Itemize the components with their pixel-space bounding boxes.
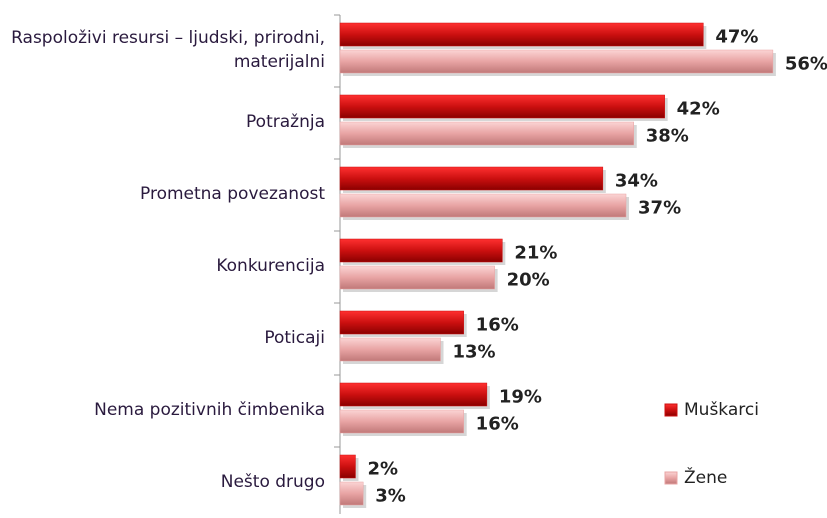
value-label: 37% <box>638 198 681 219</box>
bar <box>339 310 464 335</box>
category-label: Raspoloživi resursi – ljudski, prirodni,… <box>11 28 325 72</box>
bar <box>339 238 503 263</box>
legend-label: Muškarci <box>684 400 759 420</box>
value-label: 56% <box>785 54 827 75</box>
category-label: Nešto drugo <box>221 472 325 492</box>
category-label: Poticaji <box>264 328 325 348</box>
bar <box>339 454 356 479</box>
value-label: 21% <box>514 243 557 264</box>
value-label: 19% <box>499 387 542 408</box>
value-label: 42% <box>677 99 720 120</box>
category-label: Nema pozitivnih čimbenika <box>94 400 325 420</box>
bar <box>339 94 665 119</box>
bar <box>339 121 634 146</box>
bar <box>339 166 604 191</box>
bar <box>339 265 495 290</box>
category-label: Konkurencija <box>216 256 325 276</box>
value-label: 20% <box>507 270 550 291</box>
legend-label: Žene <box>684 466 727 488</box>
category-label: Potražnja <box>246 112 325 132</box>
bar <box>339 193 627 218</box>
bar <box>339 382 488 407</box>
value-label: 16% <box>476 315 519 336</box>
value-label: 34% <box>615 171 658 192</box>
value-label: 16% <box>476 414 519 435</box>
legend-swatch <box>664 403 678 417</box>
bar <box>339 409 464 434</box>
value-label: 47% <box>715 27 758 48</box>
bar <box>339 481 364 506</box>
legend-swatch <box>664 471 678 485</box>
value-label: 3% <box>375 486 406 507</box>
category-label: Prometna povezanost <box>140 184 325 204</box>
value-label: 38% <box>646 126 689 147</box>
bar <box>339 49 774 74</box>
bar <box>339 22 704 47</box>
value-label: 2% <box>367 459 398 480</box>
bar <box>339 337 441 362</box>
value-label: 13% <box>452 342 495 363</box>
